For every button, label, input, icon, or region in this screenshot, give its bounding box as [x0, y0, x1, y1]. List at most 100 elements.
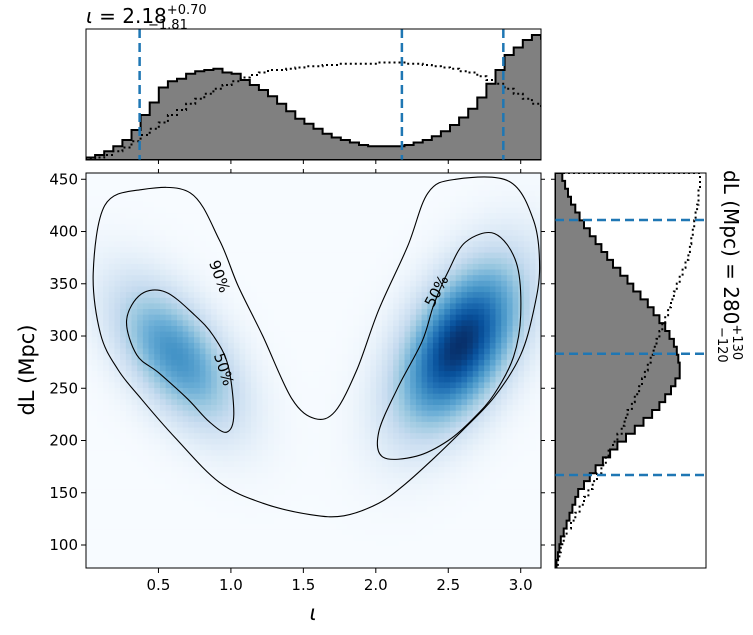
heatmap-cell	[125, 455, 133, 462]
heatmap-cell	[239, 308, 246, 315]
heatmap-cell	[171, 472, 178, 479]
heatmap-cell	[262, 235, 269, 242]
heatmap-cell	[506, 223, 514, 231]
heatmap-cell	[512, 268, 519, 276]
heatmap-cell	[506, 274, 514, 281]
heatmap-cell	[188, 218, 195, 225]
heatmap-cell	[364, 319, 371, 326]
heatmap-cell	[148, 443, 155, 451]
heatmap-cell	[381, 466, 389, 473]
heatmap-cell	[279, 511, 286, 518]
heatmap-cell	[393, 449, 400, 456]
heatmap-cell	[381, 381, 389, 389]
heatmap-cell	[120, 398, 127, 405]
heatmap-cell	[484, 252, 491, 259]
heatmap-cell	[137, 376, 144, 383]
heatmap-cell	[364, 257, 371, 264]
heatmap-cell	[319, 449, 326, 456]
heatmap-cell	[205, 432, 212, 439]
heatmap-cell	[478, 410, 485, 417]
heatmap-cell	[404, 325, 411, 332]
heatmap-cell	[262, 545, 269, 552]
heatmap-cell	[330, 235, 337, 242]
heatmap-cell	[319, 291, 326, 298]
heatmap-cell	[370, 252, 377, 259]
heatmap-cell	[341, 455, 349, 462]
heatmap-cell	[535, 426, 541, 434]
heatmap-cell	[86, 297, 93, 304]
heatmap-cell	[370, 285, 377, 293]
heatmap-cell	[199, 415, 207, 422]
heatmap-cell	[523, 556, 531, 563]
heatmap-cell	[182, 240, 189, 247]
heatmap-cell	[142, 336, 150, 343]
heatmap-cell	[347, 528, 354, 535]
heatmap-cell	[233, 410, 241, 417]
heatmap-cell	[381, 398, 389, 405]
heatmap-cell	[188, 257, 195, 264]
heatmap-cell	[438, 460, 445, 468]
heatmap-cell	[450, 522, 457, 530]
heatmap-cell	[432, 331, 440, 338]
heatmap-cell	[398, 314, 406, 321]
heatmap-cell	[250, 370, 258, 377]
heatmap-cell	[444, 274, 451, 281]
heatmap-cell	[387, 353, 394, 360]
heatmap-cell	[273, 404, 280, 411]
heatmap-cell	[404, 466, 411, 473]
heatmap-cell	[131, 556, 138, 563]
heatmap-cell	[393, 280, 400, 287]
heatmap-cell	[387, 404, 394, 411]
heatmap-cell	[489, 534, 497, 541]
heatmap-cell	[250, 325, 258, 332]
heatmap-cell	[245, 240, 252, 247]
heatmap-cell	[455, 314, 462, 321]
heatmap-cell	[421, 522, 428, 530]
heatmap-cell	[444, 505, 451, 513]
heatmap-cell	[347, 421, 354, 428]
heatmap-cell	[501, 381, 508, 389]
heatmap-cell	[404, 404, 411, 411]
heatmap-cell	[450, 539, 457, 547]
heatmap-cell	[142, 500, 150, 507]
heatmap-cell	[171, 257, 178, 264]
heatmap-cell	[222, 393, 229, 400]
heatmap-cell	[376, 443, 383, 451]
heatmap-cell	[512, 438, 519, 445]
heatmap-cell	[188, 268, 195, 276]
heatmap-cell	[472, 319, 480, 326]
heatmap-cell	[97, 410, 104, 417]
heatmap-cell	[313, 297, 320, 304]
heatmap-cell	[159, 331, 167, 338]
heatmap-cell	[114, 223, 121, 231]
heatmap-cell	[114, 240, 121, 247]
heatmap-cell	[114, 528, 121, 535]
heatmap-cell	[376, 353, 383, 360]
heatmap-cell	[404, 398, 411, 405]
heatmap-cell	[222, 257, 229, 264]
heatmap-cell	[319, 393, 326, 400]
heatmap-cell	[393, 308, 400, 315]
heatmap-cell	[296, 376, 303, 383]
heatmap-cell	[268, 472, 275, 479]
heatmap-cell	[307, 517, 315, 524]
heatmap-cell	[199, 483, 207, 490]
heatmap-cell	[330, 223, 337, 231]
heatmap-cell	[131, 421, 138, 428]
heatmap-cell	[501, 449, 508, 456]
heatmap-cell	[478, 472, 485, 479]
heatmap-cell	[268, 505, 275, 513]
heatmap-cell	[359, 218, 366, 225]
heatmap-cell	[182, 297, 189, 304]
heatmap-cell	[159, 240, 167, 247]
heatmap-cell	[353, 505, 360, 513]
heatmap-cell	[324, 398, 332, 405]
heatmap-cell	[137, 494, 144, 501]
heatmap-cell	[131, 268, 138, 276]
heatmap-cell	[359, 347, 366, 355]
heatmap-cell	[364, 342, 371, 349]
heatmap-cell	[415, 229, 423, 236]
heatmap-cell	[398, 539, 406, 547]
heatmap-cell	[415, 556, 423, 563]
heatmap-cell	[450, 449, 457, 456]
